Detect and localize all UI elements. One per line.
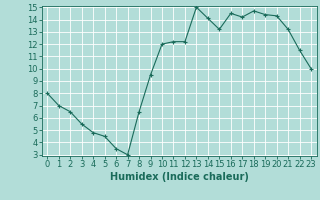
X-axis label: Humidex (Indice chaleur): Humidex (Indice chaleur): [110, 172, 249, 182]
